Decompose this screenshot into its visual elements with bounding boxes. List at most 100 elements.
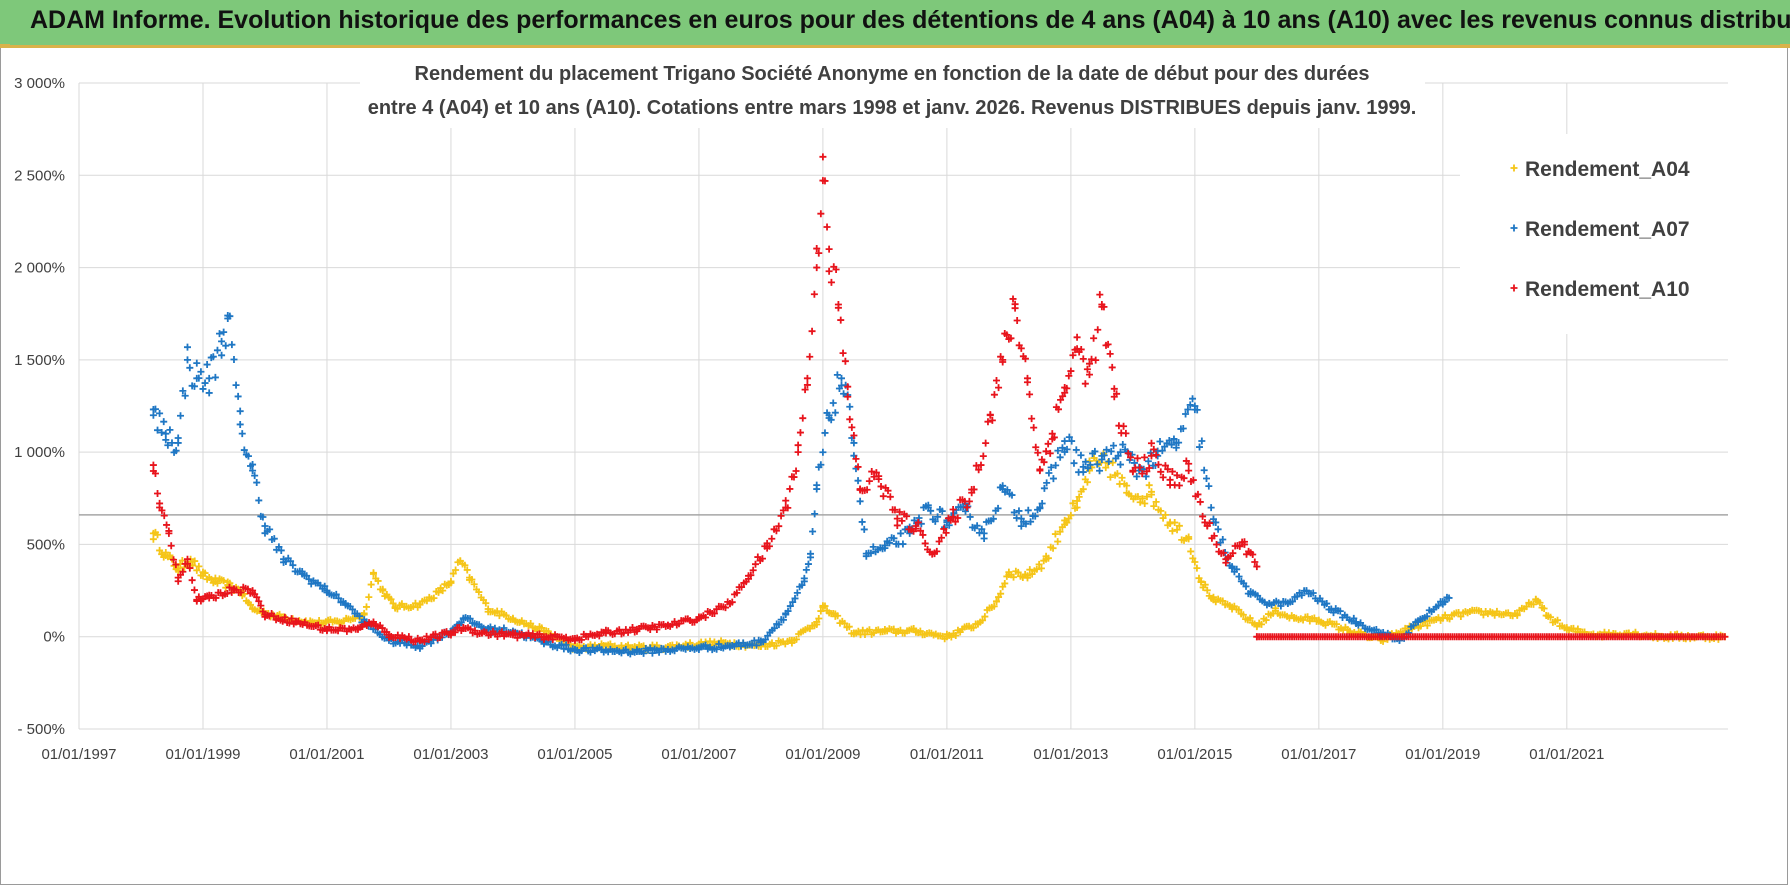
- data-point: [495, 612, 503, 620]
- x-tick-label: 01/01/1997: [41, 746, 116, 763]
- data-point: [279, 617, 287, 625]
- data-point: [1017, 522, 1025, 530]
- x-tick-label: 01/01/2007: [661, 746, 736, 763]
- data-point: [1065, 372, 1073, 380]
- data-point: [1239, 611, 1247, 619]
- data-point: [162, 430, 170, 438]
- data-point: [633, 647, 641, 655]
- data-point: [1277, 602, 1285, 610]
- data-point: [1157, 507, 1165, 515]
- data-point: [968, 489, 976, 497]
- data-point: [850, 439, 858, 447]
- data-point: [1165, 436, 1173, 444]
- data-point: [1010, 573, 1018, 581]
- data-point: [949, 506, 957, 514]
- data-point: [1159, 473, 1167, 481]
- data-point: [1003, 331, 1011, 339]
- data-point: [193, 374, 201, 382]
- data-point: [846, 415, 854, 423]
- x-tick-label: 01/01/2001: [289, 746, 364, 763]
- data-point: [1154, 461, 1162, 469]
- data-point: [1026, 390, 1034, 398]
- data-point: [249, 467, 257, 475]
- data-point: [710, 610, 718, 618]
- data-point: [163, 521, 171, 529]
- data-point: [633, 625, 641, 633]
- data-point: [151, 469, 159, 477]
- data-point: [775, 621, 783, 629]
- data-point: [1114, 452, 1122, 460]
- data-point: [831, 612, 839, 620]
- data-point: [1037, 564, 1045, 572]
- data-point: [1051, 530, 1059, 538]
- data-point: [1061, 516, 1069, 524]
- data-point: [172, 447, 180, 455]
- data-point: [1185, 535, 1193, 543]
- data-point: [1056, 453, 1064, 461]
- data-point: [827, 278, 835, 286]
- data-point: [969, 624, 977, 632]
- data-point: [298, 570, 306, 578]
- data-point: [1077, 451, 1085, 459]
- data-point: [1236, 542, 1244, 550]
- data-point: [292, 618, 300, 626]
- data-point: [752, 641, 760, 649]
- data-point: [761, 636, 769, 644]
- data-point: [459, 623, 467, 631]
- data-point: [484, 605, 492, 613]
- data-point: [255, 597, 263, 605]
- corner-mark-right: [1780, 44, 1790, 48]
- data-point: [1045, 469, 1053, 477]
- data-point: [852, 455, 860, 463]
- data-point: [323, 625, 331, 633]
- data-point: [1098, 456, 1106, 464]
- data-point: [1054, 447, 1062, 455]
- data-point: [209, 353, 217, 361]
- y-tick-label: 3 000%: [14, 75, 65, 92]
- data-point: [1323, 600, 1331, 608]
- data-point: [162, 436, 170, 444]
- data-point: [1488, 609, 1496, 617]
- data-point: [1061, 437, 1069, 445]
- data-point: [1180, 474, 1188, 482]
- data-point: [205, 374, 213, 382]
- data-point: [655, 648, 663, 656]
- data-point: [1098, 300, 1106, 308]
- data-point: [1219, 597, 1227, 605]
- data-point: [1001, 579, 1009, 587]
- data-point: [149, 461, 157, 469]
- data-point: [391, 603, 399, 611]
- data-point: [1032, 443, 1040, 451]
- data-point: [1082, 458, 1090, 466]
- data-point: [1110, 385, 1118, 393]
- data-point: [1304, 613, 1312, 621]
- data-point: [220, 328, 228, 336]
- data-point: [1040, 458, 1048, 466]
- data-point: [940, 525, 948, 533]
- data-point: [1042, 555, 1050, 563]
- data-point: [374, 577, 382, 585]
- data-point: [379, 587, 387, 595]
- data-point: [934, 513, 942, 521]
- data-point: [943, 633, 951, 641]
- data-point: [466, 625, 474, 633]
- data-point: [978, 525, 986, 533]
- data-point: [1024, 506, 1032, 514]
- data-point: [174, 439, 182, 447]
- data-point: [1107, 447, 1115, 455]
- data-point: [1185, 467, 1193, 475]
- data-point: [1083, 478, 1091, 486]
- data-point: [992, 598, 1000, 606]
- data-point: [151, 405, 159, 413]
- data-point: [1210, 532, 1218, 540]
- data-point: [1023, 374, 1031, 382]
- y-tick-label: - 500%: [17, 721, 65, 738]
- data-point: [800, 577, 808, 585]
- data-point: [193, 359, 201, 367]
- data-point: [1265, 599, 1273, 607]
- data-point: [540, 633, 548, 641]
- data-point: [261, 522, 269, 530]
- data-point: [1563, 625, 1571, 633]
- data-point: [156, 546, 164, 554]
- data-point: [1240, 540, 1248, 548]
